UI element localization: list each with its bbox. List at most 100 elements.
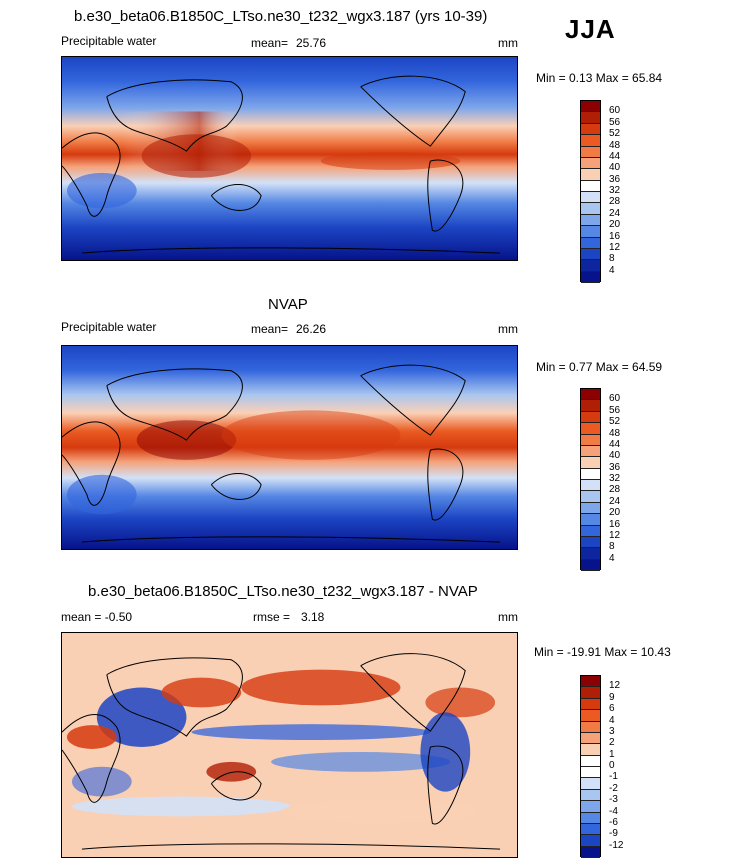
colorbar-segment <box>581 698 600 711</box>
colorbar-segment <box>581 491 600 503</box>
colorbar-tick-label: 4 <box>609 264 615 276</box>
colorbar-tick-label: -12 <box>609 839 624 851</box>
colorbar-segment <box>581 101 600 113</box>
colorbar-tick-label: 20 <box>609 219 621 231</box>
colorbar-tick-label: -2 <box>609 782 618 794</box>
colorbar-segment <box>581 480 600 492</box>
colorbar-tick-label: 56 <box>609 116 621 128</box>
colorbar-segment <box>581 846 600 858</box>
colorbar-tick-label: -3 <box>609 794 618 806</box>
colorbar-segment <box>581 123 600 136</box>
units-label: mm <box>498 36 518 50</box>
colorbar-tick-label: 20 <box>609 507 621 519</box>
colorbar-segment <box>581 812 600 824</box>
colorbar-tick-label: -9 <box>609 828 618 840</box>
colorbar-tick-label: 44 <box>609 438 621 450</box>
colorbar-segment <box>581 835 600 847</box>
colorbar-segment <box>581 169 600 181</box>
colorbar-tick-label: 56 <box>609 404 621 416</box>
colorbar-tick-label: 48 <box>609 427 621 439</box>
colorbar-tick-label: 12 <box>609 529 621 541</box>
units-label: mm <box>498 610 518 624</box>
colorbar-diff <box>580 675 601 858</box>
colorbar-tick-label: 32 <box>609 185 621 196</box>
colorbar-model <box>580 100 601 283</box>
colorbar-segment <box>581 457 600 469</box>
panel-title-obs: NVAP <box>268 296 308 313</box>
colorbar-tick-label: 36 <box>609 173 621 185</box>
colorbar-tick-label: 0 <box>609 760 615 771</box>
mean-stat-label: mean = -0.50 <box>61 610 133 624</box>
colorbar-tick-label: 3 <box>609 725 615 737</box>
colorbar-tick-label: 52 <box>609 416 621 428</box>
field-label: Precipitable water <box>61 34 157 48</box>
colorbar-segment <box>581 260 600 272</box>
colorbar-tick-label: 12 <box>609 680 621 692</box>
colorbar-segment <box>581 445 600 458</box>
colorbar-segment <box>581 536 600 549</box>
colorbar-segment <box>581 135 600 147</box>
colorbar-tick-label: 8 <box>609 253 615 265</box>
colorbar-tick-label: -6 <box>609 816 618 828</box>
colorbar-segment <box>581 525 600 537</box>
colorbar-segment <box>581 823 600 836</box>
colorbar-segment <box>581 157 600 170</box>
colorbar-tick-label: 24 <box>609 495 621 507</box>
colorbar-segment <box>581 778 600 790</box>
colorbar-segment <box>581 180 600 192</box>
precip-water-map-model <box>61 56 518 261</box>
colorbar-segment <box>581 146 600 158</box>
colorbar-tick-label: 52 <box>609 128 621 140</box>
colorbar-segment <box>581 721 600 733</box>
mean-value: 26.26 <box>296 322 327 336</box>
colorbar-segment <box>581 192 600 204</box>
colorbar-segment <box>581 389 600 401</box>
colorbar-tick-label: -4 <box>609 805 618 817</box>
colorbar-segment <box>581 468 600 480</box>
colorbar-tick-label: 8 <box>609 541 615 553</box>
colorbar-tick-label: 24 <box>609 207 621 219</box>
colorbar-segment <box>581 687 600 699</box>
colorbar-segment <box>581 502 600 515</box>
colorbar-tick-label: 60 <box>609 105 621 117</box>
rmse-value: 3.18 <box>301 610 325 624</box>
colorbar-tick-label: 60 <box>609 393 621 405</box>
colorbar-tick-label: 40 <box>609 162 621 174</box>
colorbar-segment <box>581 226 600 238</box>
units-label: mm <box>498 322 518 336</box>
rmse-label: rmse = <box>253 610 291 624</box>
panel-title-diff: b.e30_beta06.B1850C_LTso.ne30_t232_wgx3.… <box>88 583 478 600</box>
colorbar-obs <box>580 388 601 571</box>
mean-label: mean= <box>251 36 289 50</box>
colorbar-tick-label: 4 <box>609 714 615 726</box>
colorbar-tick-label: 12 <box>609 241 621 253</box>
precip-water-difference-map <box>61 632 518 858</box>
colorbar-tick-label: 4 <box>609 552 615 564</box>
mean-label: mean= <box>251 322 289 336</box>
colorbar-tick-label: 44 <box>609 150 621 162</box>
colorbar-tick-label: 6 <box>609 703 615 715</box>
colorbar-segment <box>581 423 600 435</box>
colorbar-segment <box>581 400 600 412</box>
colorbar-segment <box>581 744 600 756</box>
colorbar-segment <box>581 112 600 124</box>
colorbar-tick-label: -1 <box>609 771 618 783</box>
colorbar-segment <box>581 801 600 813</box>
colorbar-segment <box>581 767 600 779</box>
mean-value: 25.76 <box>296 36 327 50</box>
colorbar-segment <box>581 271 600 283</box>
colorbar-segment <box>581 203 600 215</box>
colorbar-segment <box>581 789 600 802</box>
colorbar-segment <box>581 214 600 227</box>
minmax-label: Min = 0.77 Max = 64.59 <box>536 360 663 374</box>
colorbar-tick-label: 40 <box>609 450 621 462</box>
precip-water-map-obs <box>61 345 518 550</box>
colorbar-tick-label: 1 <box>609 748 615 760</box>
colorbar-segment <box>581 434 600 446</box>
colorbar-segment <box>581 548 600 560</box>
colorbar-segment <box>581 411 600 424</box>
colorbar-segment <box>581 237 600 249</box>
colorbar-tick-label: 28 <box>609 484 621 496</box>
colorbar-segment <box>581 559 600 571</box>
season-label: JJA <box>565 14 616 44</box>
